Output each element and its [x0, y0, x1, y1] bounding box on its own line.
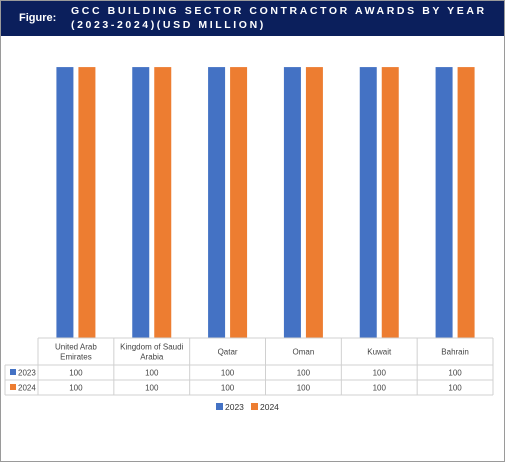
- category-label: Oman: [293, 348, 315, 357]
- bar-2023-1: [132, 67, 150, 338]
- legend-key-2023: [216, 403, 223, 410]
- data-label-2024-5: 100: [448, 384, 462, 393]
- data-label-2023-2: 100: [221, 369, 235, 378]
- category-label: Arabia: [140, 353, 164, 362]
- legend-label-2024: 2024: [260, 402, 279, 412]
- data-label-2024-4: 100: [373, 384, 387, 393]
- bar-2023-3: [283, 67, 301, 338]
- legend-label-2023: 2023: [225, 402, 244, 412]
- data-label-2024-3: 100: [297, 384, 311, 393]
- category-label: Bahrain: [441, 348, 469, 357]
- legend: 2023 2024: [216, 402, 279, 412]
- figure-header: Figure: GCC BUILDING SECTOR CONTRACTOR A…: [1, 1, 504, 36]
- figure-label: Figure:: [19, 12, 57, 24]
- bar-2023-4: [359, 67, 377, 338]
- bar-2024-0: [78, 67, 96, 338]
- table-series-label-2024: 2024: [18, 384, 36, 393]
- bar-2024-2: [230, 67, 248, 338]
- bar-2024-1: [154, 67, 172, 338]
- bars-layer: [56, 67, 475, 338]
- category-label: Emirates: [60, 353, 92, 362]
- category-label: United Arab: [55, 343, 97, 352]
- bar-2024-4: [381, 67, 399, 338]
- bar-2024-5: [457, 67, 475, 338]
- data-label-2023-0: 100: [69, 369, 83, 378]
- table-legend-key-2024: [10, 384, 16, 390]
- data-label-2024-2: 100: [221, 384, 235, 393]
- legend-key-2024: [251, 403, 258, 410]
- chart-title: GCC BUILDING SECTOR CONTRACTOR AWARDS BY…: [71, 5, 487, 31]
- category-label: Qatar: [218, 348, 238, 357]
- bar-2023-5: [435, 67, 453, 338]
- data-label-2023-5: 100: [448, 369, 462, 378]
- data-label-2023-4: 100: [373, 369, 387, 378]
- data-label-2024-0: 100: [69, 384, 83, 393]
- bar-2024-3: [305, 67, 323, 338]
- data-label-2023-3: 100: [297, 369, 311, 378]
- category-label: Kuwait: [367, 348, 392, 357]
- category-label: Kingdom of Saudi: [120, 343, 183, 352]
- data-label-2023-1: 100: [145, 369, 159, 378]
- data-label-2024-1: 100: [145, 384, 159, 393]
- table-legend-key-2023: [10, 369, 16, 375]
- bar-2023-2: [208, 67, 226, 338]
- table-series-label-2023: 2023: [18, 369, 36, 378]
- bar-2023-0: [56, 67, 74, 338]
